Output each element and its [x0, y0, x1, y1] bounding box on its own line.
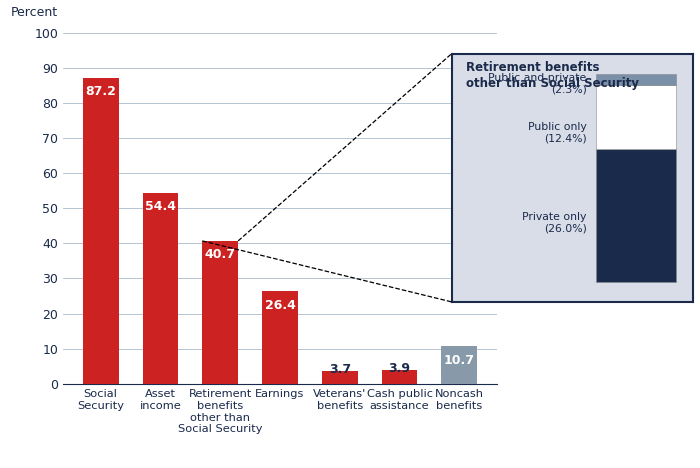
Bar [596, 149, 676, 282]
Bar [442, 346, 477, 384]
Bar [322, 371, 358, 384]
Bar [596, 86, 676, 149]
Bar [143, 193, 178, 384]
Text: Private only
(26.0%): Private only (26.0%) [522, 212, 587, 233]
Text: 26.4: 26.4 [265, 299, 295, 312]
Text: 87.2: 87.2 [85, 85, 116, 98]
Text: Public only
(12.4%): Public only (12.4%) [528, 123, 587, 144]
Bar [83, 78, 118, 384]
Bar [202, 241, 238, 384]
Text: 3.9: 3.9 [389, 362, 411, 375]
Text: 40.7: 40.7 [204, 249, 236, 262]
Bar [382, 370, 417, 384]
Text: Public and private
(2.3%): Public and private (2.3%) [489, 73, 587, 95]
Bar [596, 73, 676, 86]
Bar [262, 291, 298, 384]
Text: 10.7: 10.7 [444, 354, 475, 367]
Text: 3.7: 3.7 [329, 363, 351, 375]
Text: Percent: Percent [11, 6, 58, 19]
Text: 54.4: 54.4 [145, 200, 176, 213]
Text: Retirement benefits
other than Social Security: Retirement benefits other than Social Se… [466, 61, 639, 90]
